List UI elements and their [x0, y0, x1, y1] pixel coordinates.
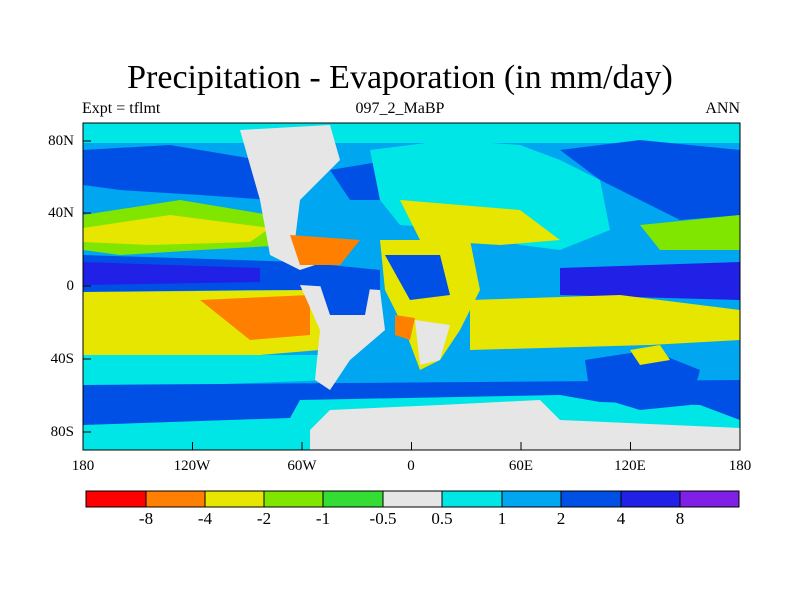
field-north-america [240, 125, 340, 270]
colorbar-box-9 [560, 490, 622, 508]
colorbar-box-7 [441, 490, 503, 508]
field-australia-north [630, 345, 670, 365]
colorbar-box-5 [322, 490, 384, 508]
colorbar-label-7: 1 [497, 509, 507, 528]
colorbar-box-8 [501, 490, 562, 508]
field-south-transition [83, 355, 330, 385]
season-label: ANN [705, 100, 740, 117]
field-wpacific-dry [640, 215, 740, 250]
colorbar-box-11 [679, 490, 740, 508]
x-tick-label-60e: 60E [508, 458, 534, 474]
colorbar-box-10 [620, 490, 681, 508]
colorbar [85, 490, 740, 508]
colorbar-label-9: 4 [616, 509, 626, 528]
axis-ticks [82, 140, 741, 450]
colorbar-label-6: 0.5 [431, 509, 453, 528]
colorbar-label-1: -8 [138, 509, 154, 528]
plot-title: Precipitation - Evaporation (in mm/day) [127, 59, 673, 96]
x-tick-label-120w: 120W [173, 458, 211, 474]
experiment-label: Expt = tflmt [82, 100, 161, 117]
y-tick-label-0: 0 [66, 278, 75, 294]
field-australia [585, 350, 700, 410]
y-tick-label-40s: 40S [50, 351, 74, 367]
field-africa-dry-south [395, 315, 415, 340]
colorbar-box-4 [263, 490, 324, 508]
x-tick-label-180-west: 180 [71, 458, 95, 474]
field-npacific-drier [83, 215, 270, 245]
field-africa-south [415, 320, 450, 365]
colorbar-label-3: -2 [256, 509, 272, 528]
field-spacific-driest [200, 295, 310, 340]
x-tick-label-180-east: 180 [728, 458, 752, 474]
field-npacific-storm [83, 145, 270, 200]
colorbar-label-4: -1 [315, 509, 331, 528]
colorbar-box-6 [382, 490, 443, 508]
colorbar-box-1 [85, 490, 147, 508]
colorbar-label-5: -0.5 [369, 509, 397, 528]
field-eurasia-dry [400, 200, 560, 245]
field-npacific-west-storm [560, 140, 740, 220]
x-tick-label-120e: 120E [614, 458, 646, 474]
x-tick-label-0: 0 [407, 458, 415, 474]
y-tick-label-40n: 40N [48, 205, 74, 221]
colorbar-box-2 [145, 490, 206, 508]
field-itcz-core [83, 262, 260, 285]
time-label: 097_2_MaBP [355, 100, 445, 117]
colorbar-label-2: -4 [197, 509, 213, 528]
colorbar-label-8: 2 [556, 509, 566, 528]
field-indian-dry [470, 295, 740, 350]
field-itcz-east [560, 262, 740, 300]
x-tick-label-60w: 60W [287, 458, 317, 474]
y-tick-label-80s: 80S [50, 424, 74, 440]
colorbar-box-3 [204, 490, 265, 508]
colorbar-label-10: 8 [675, 509, 685, 528]
field-africa-wet [385, 255, 450, 300]
field-arctic [83, 123, 740, 143]
field-na-dry [290, 235, 360, 265]
field-antarctica [310, 400, 740, 450]
field-layer [83, 123, 740, 450]
y-tick-label-80n: 80N [48, 133, 74, 149]
field-amazon-wet [320, 285, 370, 315]
